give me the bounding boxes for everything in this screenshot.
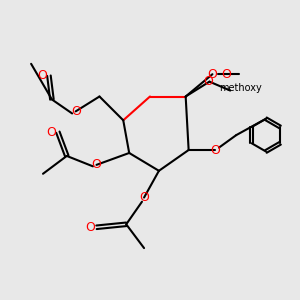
Text: O: O	[221, 68, 231, 81]
Text: O: O	[92, 158, 101, 171]
Text: O: O	[203, 75, 213, 88]
Text: methoxy: methoxy	[219, 82, 262, 93]
Text: O: O	[85, 221, 95, 234]
Text: O: O	[71, 105, 81, 118]
Text: O: O	[208, 68, 218, 81]
Text: O: O	[46, 126, 56, 139]
Text: O: O	[139, 191, 149, 204]
Text: O: O	[211, 143, 220, 157]
Text: O: O	[38, 69, 47, 82]
